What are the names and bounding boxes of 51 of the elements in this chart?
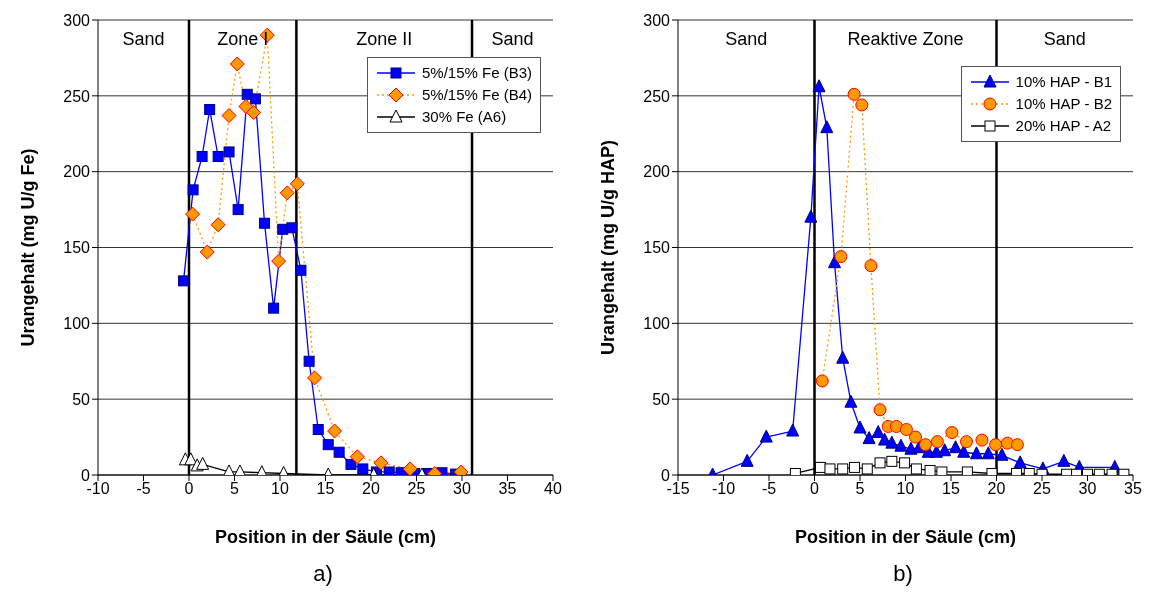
x-tick-label: 15 (316, 480, 335, 498)
x-tick-label: 35 (498, 480, 517, 498)
legend-label: 5%/15% Fe (B3) (421, 63, 532, 83)
annotation: Sand (725, 28, 768, 49)
x-tick-label: -5 (136, 480, 151, 498)
annotation: Sand (491, 28, 534, 49)
x-tick-label: 25 (1033, 480, 1051, 498)
x-tick-label: 10 (271, 480, 289, 498)
x-tick-label: 10 (896, 480, 915, 498)
x-tick-label: 25 (407, 480, 426, 498)
x-tick-label: 40 (544, 480, 562, 498)
y-axis-title: Urangehalt (mg U/g Fe) (18, 148, 39, 347)
y-tick-label: 200 (643, 163, 671, 181)
y-tick-label: 250 (63, 87, 91, 105)
x-tick-label: 35 (1124, 480, 1142, 498)
y-tick-label: 50 (652, 390, 671, 408)
y-tick-label: 250 (643, 87, 671, 105)
x-tick-label: 0 (184, 480, 194, 498)
x-axis-title: Position in der Säule (cm) (794, 527, 1017, 547)
legend-label: 5%/15% Fe (B4) (421, 85, 532, 105)
x-tick-label: 5 (230, 480, 240, 498)
legend-label: 30% Fe (A6) (421, 107, 507, 127)
annotation: Sand (1043, 28, 1086, 49)
y-tick-label: 200 (63, 163, 91, 181)
x-tick-label: 30 (453, 480, 471, 498)
annotation: Zone I (217, 28, 269, 49)
y-tick-label: 150 (643, 239, 671, 257)
y-tick-label: 100 (643, 315, 671, 333)
x-tick-label: -5 (761, 480, 777, 498)
annotation: Reaktive Zone (847, 28, 964, 49)
text: a) (312, 561, 334, 587)
x-tick-label: 15 (942, 480, 960, 498)
x-tick-label: -10 (711, 480, 736, 498)
legend-label: 10% HAP - B2 (1015, 94, 1112, 114)
x-tick-label: 20 (362, 480, 380, 498)
y-tick-label: 50 (72, 390, 91, 408)
y-tick-label: 100 (63, 315, 91, 333)
annotation: Sand (122, 28, 165, 49)
y-tick-label: 150 (63, 239, 91, 257)
x-tick-label: 20 (987, 480, 1006, 498)
y-axis-title: Urangehalt (mg U/g HAP) (598, 139, 619, 356)
annotation: Zone II (356, 28, 413, 49)
legend-label: 20% HAP - A2 (1015, 116, 1112, 136)
text: b) (892, 561, 914, 587)
x-tick-label: 5 (855, 480, 865, 498)
x-axis-title: Position in der Säule (cm) (214, 527, 437, 547)
y-tick-label: 300 (643, 11, 671, 29)
x-tick-label: 0 (810, 480, 820, 498)
x-tick-label: 30 (1078, 480, 1097, 498)
y-tick-label: 300 (63, 11, 91, 29)
legend-label: 10% HAP - B1 (1015, 72, 1112, 92)
